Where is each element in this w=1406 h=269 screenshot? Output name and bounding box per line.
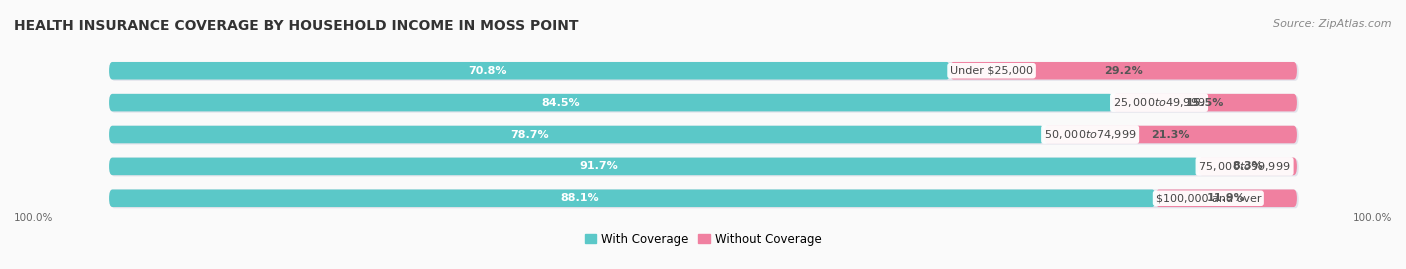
Text: $50,000 to $74,999: $50,000 to $74,999 (1043, 128, 1136, 141)
FancyBboxPatch shape (110, 158, 1296, 175)
Text: 70.8%: 70.8% (468, 66, 506, 76)
FancyBboxPatch shape (1156, 189, 1296, 207)
FancyBboxPatch shape (950, 62, 1296, 80)
FancyBboxPatch shape (111, 191, 1299, 208)
Text: $100,000 and over: $100,000 and over (1156, 193, 1261, 203)
Text: 78.7%: 78.7% (510, 129, 550, 140)
Text: 84.5%: 84.5% (541, 98, 581, 108)
Text: 29.2%: 29.2% (1104, 66, 1143, 76)
FancyBboxPatch shape (110, 126, 1043, 143)
Text: 100.0%: 100.0% (1353, 213, 1392, 223)
FancyBboxPatch shape (110, 158, 1198, 175)
FancyBboxPatch shape (110, 94, 1112, 111)
FancyBboxPatch shape (111, 159, 1299, 176)
FancyBboxPatch shape (110, 189, 1296, 207)
Text: 8.3%: 8.3% (1232, 161, 1263, 171)
FancyBboxPatch shape (110, 62, 1296, 80)
Text: $75,000 to $99,999: $75,000 to $99,999 (1198, 160, 1291, 173)
Text: 11.9%: 11.9% (1206, 193, 1246, 203)
Text: $25,000 to $49,999: $25,000 to $49,999 (1112, 96, 1205, 109)
Text: 91.7%: 91.7% (579, 161, 619, 171)
FancyBboxPatch shape (110, 94, 1296, 111)
FancyBboxPatch shape (1112, 94, 1296, 111)
FancyBboxPatch shape (111, 127, 1299, 144)
FancyBboxPatch shape (110, 62, 950, 80)
Text: 100.0%: 100.0% (14, 213, 53, 223)
Text: 88.1%: 88.1% (561, 193, 599, 203)
FancyBboxPatch shape (1198, 158, 1296, 175)
Text: 21.3%: 21.3% (1152, 129, 1189, 140)
FancyBboxPatch shape (111, 63, 1299, 81)
Text: Under $25,000: Under $25,000 (950, 66, 1033, 76)
FancyBboxPatch shape (1043, 126, 1296, 143)
Text: HEALTH INSURANCE COVERAGE BY HOUSEHOLD INCOME IN MOSS POINT: HEALTH INSURANCE COVERAGE BY HOUSEHOLD I… (14, 19, 578, 33)
FancyBboxPatch shape (110, 189, 1156, 207)
FancyBboxPatch shape (111, 95, 1299, 113)
Text: Source: ZipAtlas.com: Source: ZipAtlas.com (1274, 19, 1392, 29)
FancyBboxPatch shape (110, 126, 1296, 143)
Text: 15.5%: 15.5% (1185, 98, 1225, 108)
Legend: With Coverage, Without Coverage: With Coverage, Without Coverage (585, 233, 821, 246)
